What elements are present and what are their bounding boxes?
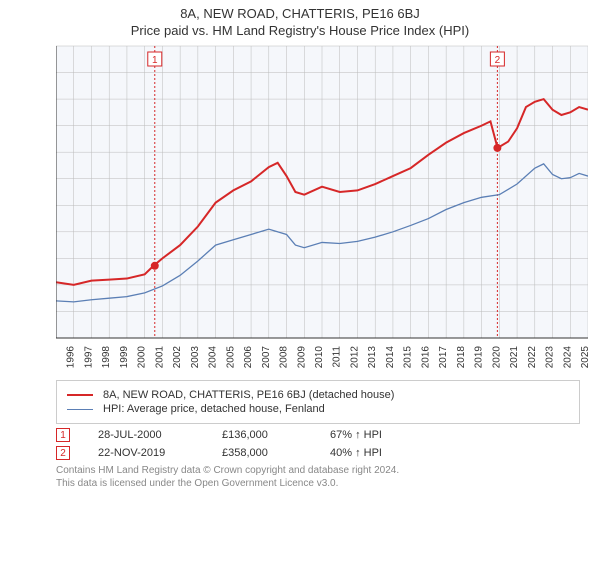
x-tick-label: 2014 — [385, 346, 396, 369]
x-tick-label: 1995 — [56, 346, 59, 369]
x-tick-label: 2002 — [172, 346, 183, 369]
attribution: Contains HM Land Registry data © Crown c… — [56, 464, 580, 490]
transaction-row: 2 22-NOV-2019 £358,000 40% ↑ HPI — [56, 446, 580, 460]
x-tick-label: 2023 — [545, 346, 556, 369]
transaction-date: 22-NOV-2019 — [98, 447, 194, 459]
transaction-pct: 40% ↑ HPI — [330, 447, 382, 459]
transaction-badge-num: 2 — [495, 55, 501, 66]
x-tick-label: 2008 — [279, 346, 290, 369]
transaction-date: 28-JUL-2000 — [98, 429, 194, 441]
x-tick-label: 1997 — [83, 346, 94, 369]
x-tick-label: 2005 — [225, 346, 236, 369]
x-tick-label: 2025 — [580, 346, 588, 369]
legend-item: 8A, NEW ROAD, CHATTERIS, PE16 6BJ (detac… — [67, 389, 569, 401]
x-tick-label: 2006 — [243, 346, 254, 369]
x-tick-label: 2013 — [367, 346, 378, 369]
x-tick-label: 2001 — [154, 346, 165, 369]
page-subtitle: Price paid vs. HM Land Registry's House … — [0, 23, 600, 38]
x-tick-label: 2019 — [474, 346, 485, 369]
x-tick-label: 2015 — [403, 346, 414, 369]
attribution-line1: Contains HM Land Registry data © Crown c… — [56, 464, 580, 477]
legend-swatch — [67, 394, 93, 396]
x-tick-label: 2016 — [420, 346, 431, 369]
transaction-badge-num: 1 — [152, 55, 158, 66]
x-tick-label: 2021 — [509, 346, 520, 369]
x-tick-label: 1999 — [119, 346, 130, 369]
legend-label: HPI: Average price, detached house, Fenl… — [103, 403, 325, 415]
legend-item: HPI: Average price, detached house, Fenl… — [67, 403, 569, 415]
x-tick-label: 2017 — [438, 346, 449, 369]
x-tick-label: 2022 — [527, 346, 538, 369]
transaction-price: £358,000 — [222, 447, 302, 459]
x-tick-label: 1996 — [66, 346, 77, 369]
chart-area: £0£50K£100K£150K£200K£250K£300K£350K£400… — [56, 44, 588, 374]
x-tick-label: 2003 — [190, 346, 201, 369]
transaction-row: 1 28-JUL-2000 £136,000 67% ↑ HPI — [56, 428, 580, 442]
x-tick-label: 2024 — [562, 346, 573, 369]
transaction-pct: 67% ↑ HPI — [330, 429, 382, 441]
attribution-line2: This data is licensed under the Open Gov… — [56, 477, 580, 490]
legend-label: 8A, NEW ROAD, CHATTERIS, PE16 6BJ (detac… — [103, 389, 394, 401]
x-tick-label: 1998 — [101, 346, 112, 369]
x-tick-label: 2010 — [314, 346, 325, 369]
transaction-row-badge: 2 — [56, 446, 70, 460]
line-chart: £0£50K£100K£150K£200K£250K£300K£350K£400… — [56, 44, 588, 374]
x-tick-label: 2004 — [208, 346, 219, 369]
transaction-row-badge: 1 — [56, 428, 70, 442]
x-tick-label: 2011 — [332, 346, 343, 368]
page-title: 8A, NEW ROAD, CHATTERIS, PE16 6BJ — [0, 6, 600, 21]
x-tick-label: 2009 — [296, 346, 307, 369]
x-tick-label: 2012 — [349, 346, 360, 369]
x-tick-label: 2007 — [261, 346, 272, 369]
legend-swatch — [67, 409, 93, 410]
x-tick-label: 2000 — [137, 346, 148, 369]
transaction-price: £136,000 — [222, 429, 302, 441]
x-tick-label: 2018 — [456, 346, 467, 369]
legend: 8A, NEW ROAD, CHATTERIS, PE16 6BJ (detac… — [56, 380, 580, 424]
transactions-table: 1 28-JUL-2000 £136,000 67% ↑ HPI 2 22-NOV-201… — [56, 428, 580, 460]
x-tick-label: 2020 — [491, 346, 502, 369]
